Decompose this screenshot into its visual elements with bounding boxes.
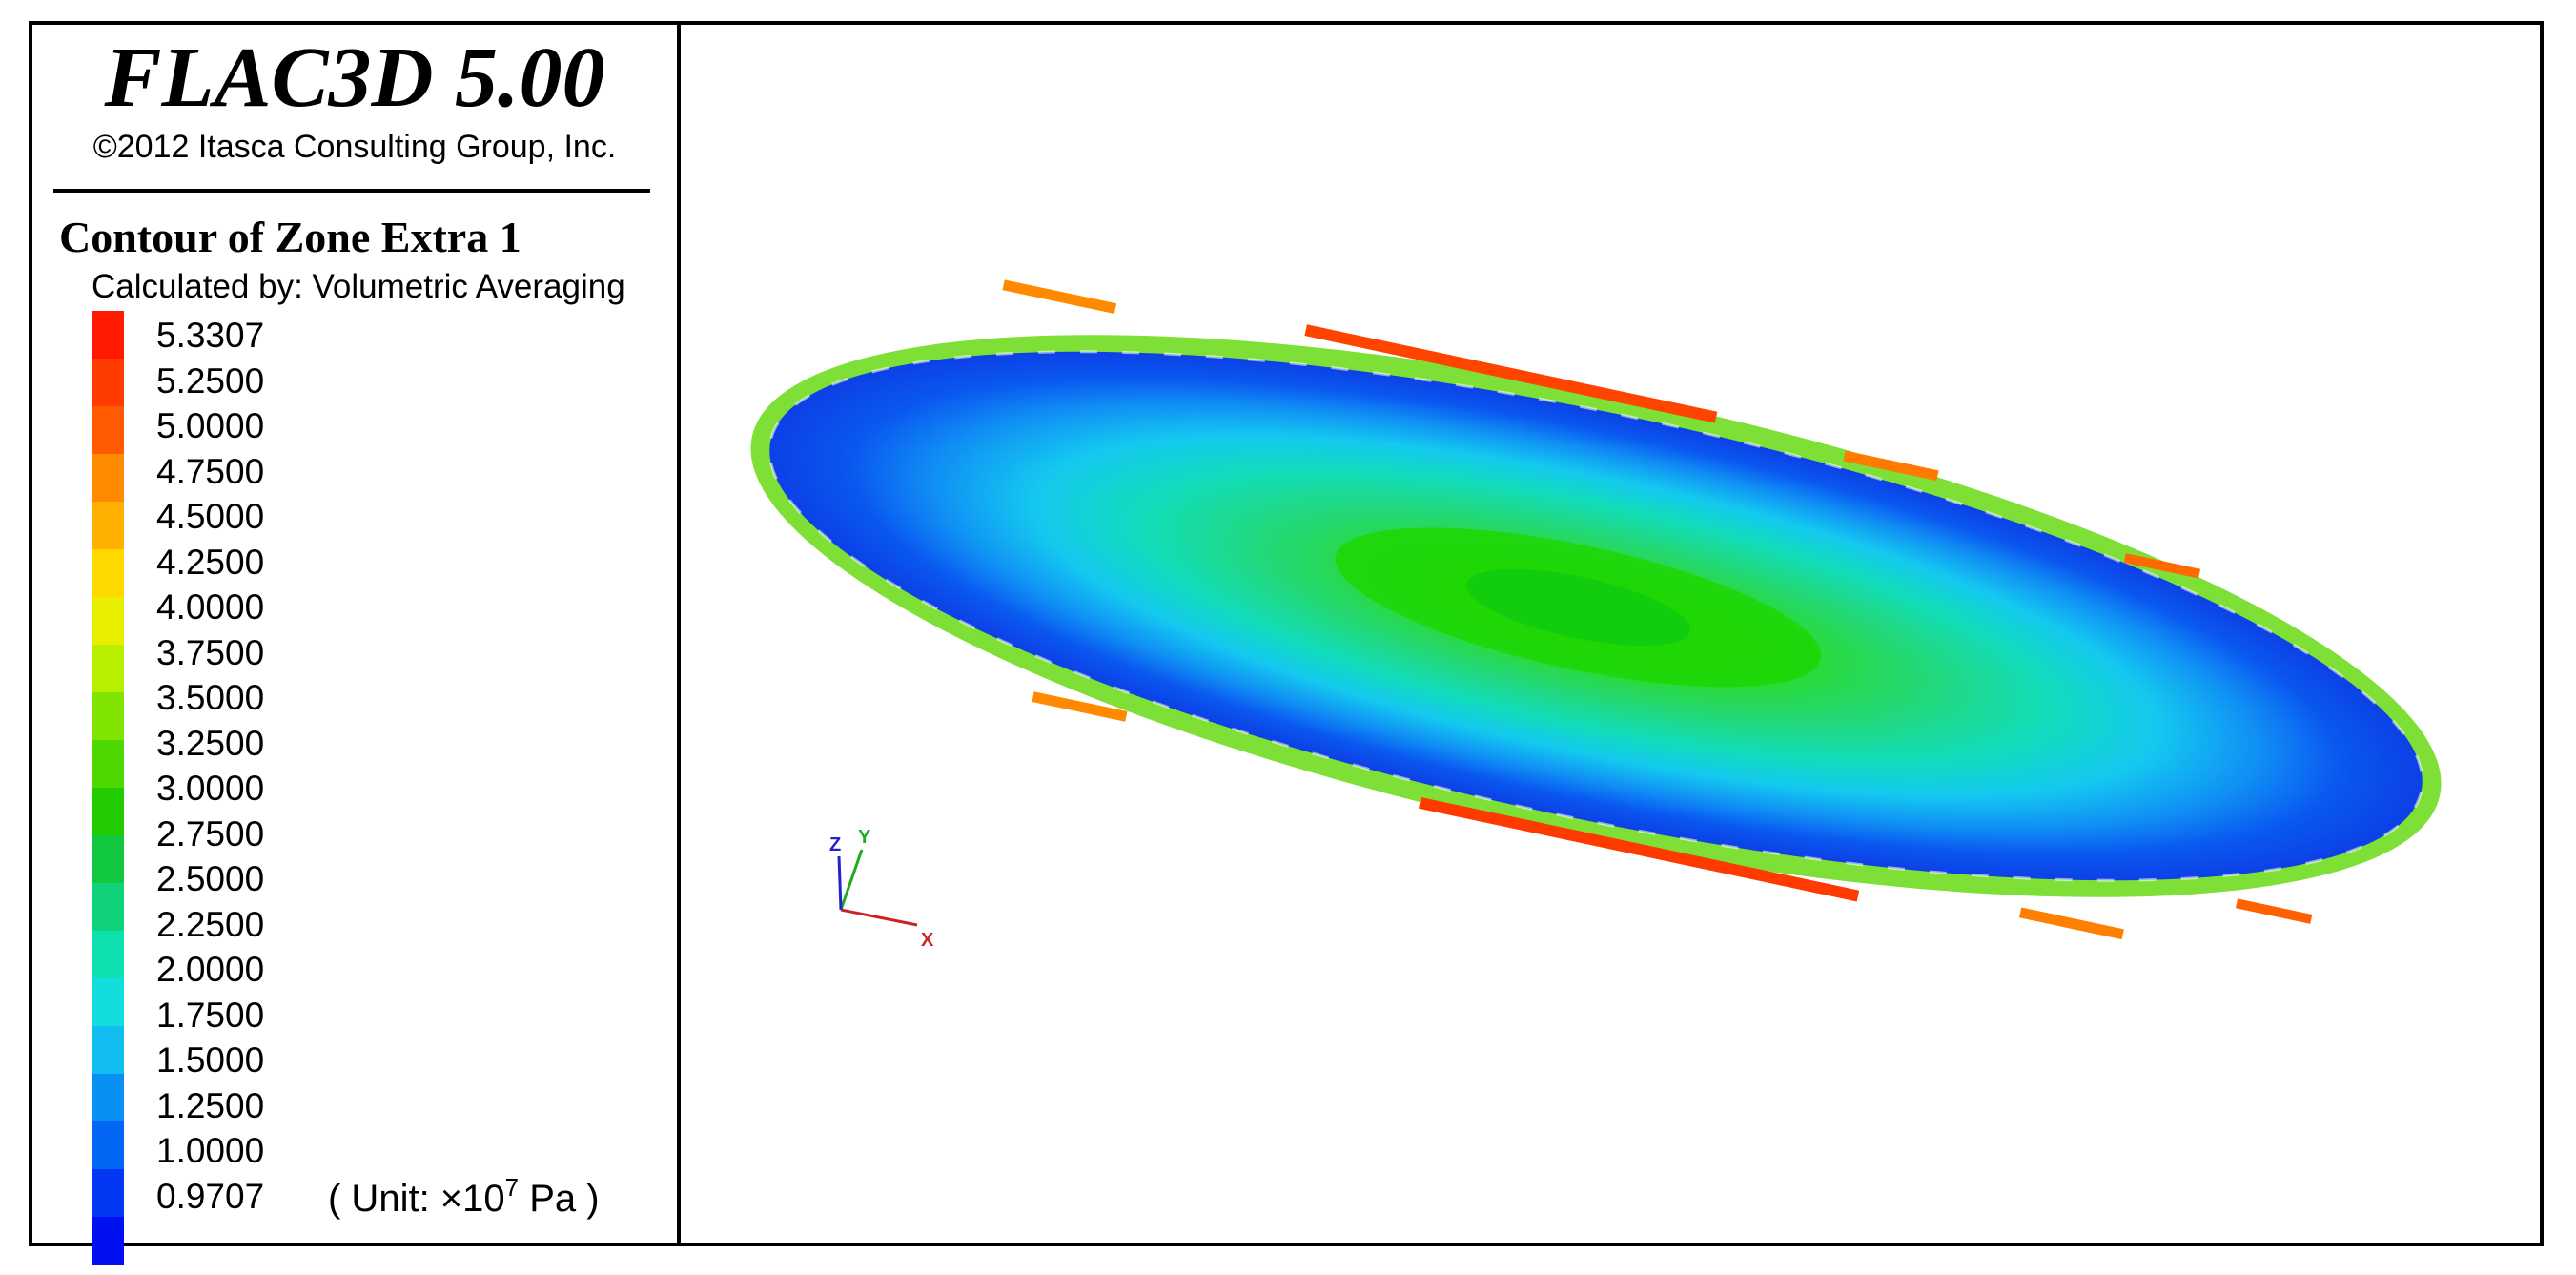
color-swatch — [92, 1217, 124, 1265]
contour-level-label: 5.0000 — [156, 406, 265, 445]
contour-level-label: 4.0000 — [156, 587, 265, 627]
title-divider — [53, 189, 650, 193]
unit-note: ( Unit: ×107 Pa ) — [328, 1173, 600, 1222]
contour-level-label: 5.2500 — [156, 360, 265, 401]
color-swatch — [92, 931, 124, 978]
contour-level-label: 1.0000 — [156, 1131, 265, 1170]
rim-high-stress-bottom — [1418, 796, 1860, 902]
unit-prefix: ( Unit: ×10 — [328, 1178, 505, 1220]
color-swatch — [92, 502, 124, 549]
legend-panel: FLAC3D 5.00 ©2012 Itasca Consulting Grou… — [32, 25, 681, 1265]
color-swatch — [92, 692, 124, 740]
color-swatch — [92, 406, 124, 454]
color-swatch — [92, 1169, 124, 1217]
color-swatch — [92, 788, 124, 835]
contour-level-label: 3.2500 — [156, 723, 265, 763]
contour-level-label: 1.5000 — [156, 1040, 265, 1080]
z-axis-arrow — [837, 855, 843, 911]
contour-level-label: 2.2500 — [156, 904, 265, 944]
ellipsoid-body — [750, 279, 2442, 940]
rim-stress-top-far — [2123, 553, 2201, 579]
figure-frame: FLAC3D 5.00 ©2012 Itasca Consulting Grou… — [29, 21, 2544, 1265]
contour-level-label: 3.5000 — [156, 678, 265, 717]
y-axis-label: Y — [858, 827, 871, 848]
contour-model: X Y Z — [750, 279, 2442, 951]
color-swatch — [92, 1074, 124, 1121]
axis-triad: X Y Z — [829, 827, 934, 951]
color-swatch — [92, 1121, 124, 1169]
contour-level-label: 2.7500 — [156, 813, 265, 853]
contour-level-label: 4.7500 — [156, 451, 265, 491]
unit-exponent: 7 — [504, 1173, 520, 1202]
rim-stress-bottom-far — [2236, 898, 2313, 924]
color-swatch — [92, 978, 124, 1026]
x-axis-arrow — [840, 908, 918, 927]
contour-level-label: 0.9707 — [156, 1176, 265, 1216]
contour-level-label: 1.7500 — [156, 995, 265, 1035]
color-swatch — [92, 597, 124, 645]
contour-level-label: 5.3307 — [156, 316, 265, 355]
core-center — [1465, 568, 1691, 646]
color-swatch — [92, 359, 124, 406]
x-axis-label: X — [921, 930, 934, 951]
contour-level-labels: 5.3307 5.2500 5.0000 4.7500 4.5000 4.2500 4.00… — [156, 313, 264, 1219]
color-swatch — [92, 1026, 124, 1074]
contour-title: Contour of Zone Extra 1 — [59, 213, 521, 261]
unit-suffix: Pa ) — [519, 1178, 600, 1220]
contour-level-label: 1.2500 — [156, 1085, 265, 1125]
color-swatch — [92, 454, 124, 502]
rim-stress-top-right — [1843, 450, 1939, 482]
color-swatch — [92, 883, 124, 931]
contour-level-label: 4.2500 — [156, 542, 265, 582]
color-swatch — [92, 645, 124, 692]
z-axis-label: Z — [829, 834, 841, 855]
color-scale-bar — [92, 311, 124, 1265]
rim-stress-top-left — [1002, 279, 1117, 315]
model-viewport[interactable]: X Y Z — [681, 25, 2540, 1243]
contour-level-label: 4.5000 — [156, 497, 265, 536]
color-swatch — [92, 311, 124, 359]
color-swatch — [92, 549, 124, 597]
rim-high-stress-top — [1304, 324, 1718, 423]
copyright-text: ©2012 Itasca Consulting Group, Inc. — [92, 129, 617, 165]
contour-level-label: 2.5000 — [156, 859, 265, 898]
software-title: FLAC3D 5.00 — [104, 31, 605, 125]
y-axis-arrow — [839, 849, 864, 911]
calculation-method: Calculated by: Volumetric Averaging — [92, 268, 625, 305]
contour-level-label: 3.7500 — [156, 632, 265, 672]
rim-stress-bottom-left — [1032, 691, 1128, 722]
rim-stress-bottom-right — [2018, 907, 2124, 940]
contour-level-label: 3.0000 — [156, 769, 265, 808]
color-swatch — [92, 835, 124, 883]
contour-level-label: 2.0000 — [156, 950, 265, 989]
color-swatch — [92, 740, 124, 788]
